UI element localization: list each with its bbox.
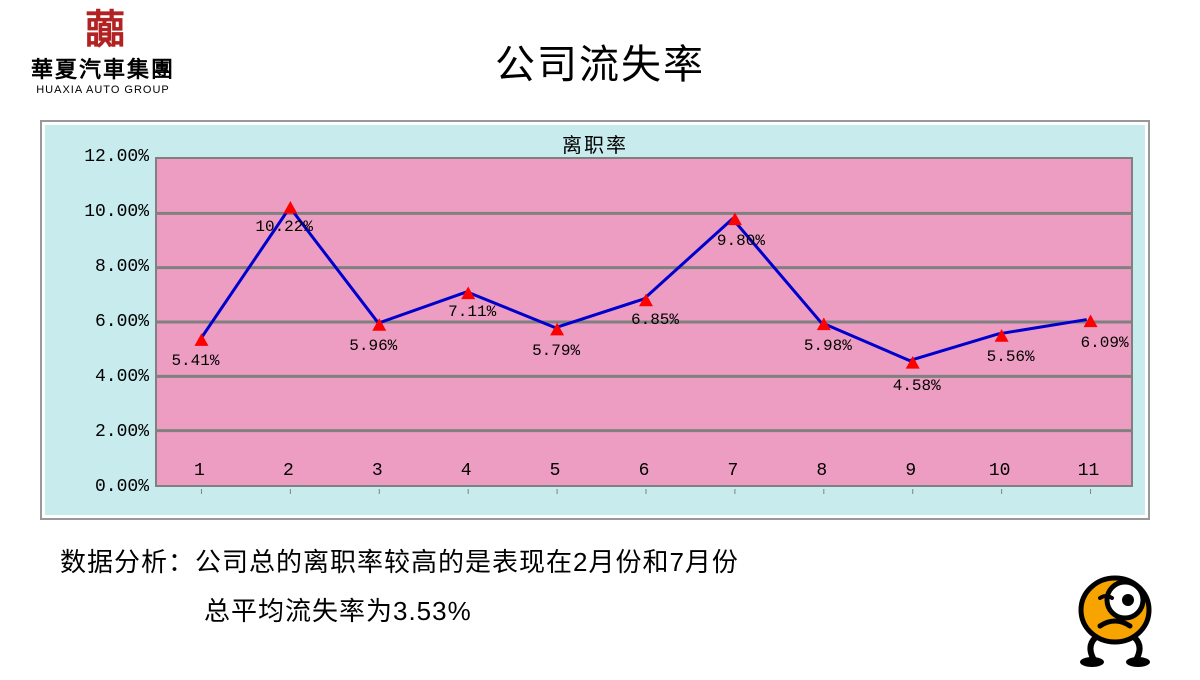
data-point-label: 5.56% <box>987 348 1035 366</box>
data-point-label: 9.80% <box>717 232 765 250</box>
y-tick-label: 10.00% <box>84 202 149 222</box>
data-marker <box>194 333 208 346</box>
x-tick-label: 9 <box>905 461 916 481</box>
data-marker <box>995 329 1009 342</box>
x-axis: 1 2 3 4 5 6 7 8 9 10 11 <box>155 459 1133 487</box>
data-marker <box>550 323 564 336</box>
data-point-label: 10.22% <box>255 218 313 236</box>
x-tick-label: 11 <box>1078 461 1100 481</box>
analysis-label: 数据分析： <box>60 547 195 577</box>
data-marker <box>372 318 386 331</box>
data-point-label: 7.11% <box>448 303 496 321</box>
y-tick-label: 2.00% <box>95 422 149 442</box>
y-tick-label: 6.00% <box>95 312 149 332</box>
x-tick-label: 3 <box>372 461 383 481</box>
y-tick-label: 8.00% <box>95 257 149 277</box>
x-tick-label: 2 <box>283 461 294 481</box>
y-tick-label: 12.00% <box>84 147 149 167</box>
mascot-icon <box>1060 560 1170 670</box>
y-tick-label: 4.00% <box>95 367 149 387</box>
data-marker <box>461 286 475 299</box>
y-axis: 0.00%2.00%4.00%6.00%8.00%10.00%12.00% <box>45 157 155 487</box>
x-tick-label: 10 <box>989 461 1011 481</box>
x-tick-label: 7 <box>728 461 739 481</box>
analysis-text: 数据分析：公司总的离职率较高的是表现在2月份和7月份 总平均流失率为3.53% <box>60 538 739 637</box>
data-marker <box>1084 315 1098 328</box>
data-point-label: 6.09% <box>1081 334 1129 352</box>
y-tick-label: 0.00% <box>95 477 149 497</box>
analysis-line1: 公司总的离职率较高的是表现在2月份和7月份 <box>195 547 739 577</box>
chart-plot-area: 5.41% 10.22% 5.96% 7.11% 5.79% 6.85% 9.80% 5.98… <box>155 157 1133 487</box>
data-point-label: 5.41% <box>171 352 219 370</box>
data-point-label: 5.98% <box>804 337 852 355</box>
chart-series-title: 离职率 <box>45 125 1145 161</box>
data-point-label: 6.85% <box>631 311 679 329</box>
analysis-line2: 总平均流失率为3.53% <box>60 587 739 636</box>
data-point-label: 5.96% <box>349 337 397 355</box>
data-marker <box>728 213 742 226</box>
data-marker <box>283 201 297 214</box>
data-point-label: 5.79% <box>532 342 580 360</box>
page-title: 公司流失率 <box>0 32 1200 90</box>
chart-frame: 离职率 0.00% 2.00% 4.00% 6.00% 8.00% 10.00% 12.00… <box>40 120 1150 520</box>
data-marker <box>817 318 831 331</box>
x-tick-label: 4 <box>461 461 472 481</box>
data-marker <box>906 356 920 369</box>
x-tick-label: 6 <box>639 461 650 481</box>
x-tick-label: 1 <box>194 461 205 481</box>
x-tick-label: 8 <box>816 461 827 481</box>
x-tick-label: 5 <box>550 461 561 481</box>
data-marker <box>639 294 653 307</box>
data-point-label: 4.58% <box>893 377 941 395</box>
